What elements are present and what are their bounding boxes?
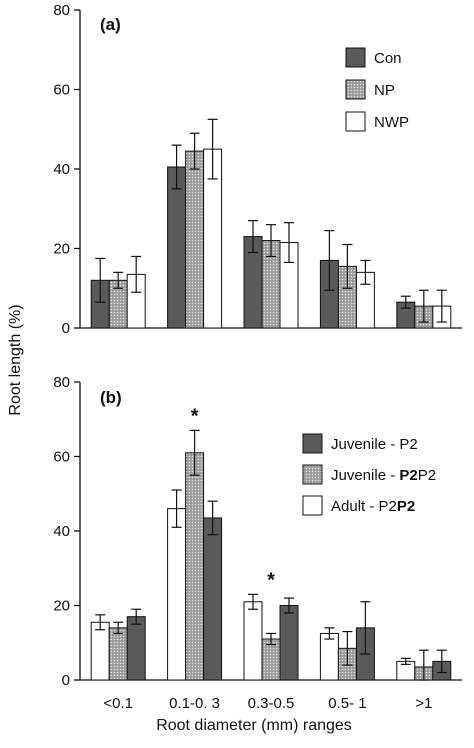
bar: [319, 632, 339, 681]
bar: [126, 616, 146, 681]
legend-swatch: [302, 433, 323, 454]
significance-marker: *: [267, 569, 275, 591]
bar: [185, 150, 205, 329]
x-tick-label: >1: [415, 695, 432, 712]
legend-swatch: [302, 495, 323, 516]
y-tick-label: 80: [53, 2, 70, 19]
significance-marker: *: [191, 405, 199, 427]
x-tick-label: 0.5- 1: [328, 695, 366, 712]
legend-entry: NWP: [374, 114, 409, 131]
bar: [279, 605, 299, 681]
bar: [167, 166, 187, 329]
y-tick-label: 20: [53, 598, 70, 615]
bar: [90, 621, 110, 681]
y-tick-label: 60: [53, 449, 70, 466]
bar: [185, 452, 205, 681]
y-tick-label: 60: [53, 82, 70, 99]
panel-label: (b): [100, 388, 122, 407]
bar: [167, 508, 187, 681]
y-tick-label: 0: [62, 320, 70, 337]
bar: [108, 627, 128, 681]
legend-entry: Juvenile - P2P2: [331, 467, 436, 484]
y-tick-label: 0: [62, 672, 70, 689]
legend-entry: NP: [374, 82, 395, 99]
panel-0: 0 20 40 60 80 (a) Con NP NWP: [53, 2, 462, 337]
bar: [203, 517, 223, 681]
legend-swatch: [345, 47, 366, 68]
y-tick-label: 80: [53, 374, 70, 391]
legend-entry: Juvenile - P2: [331, 436, 418, 453]
legend-swatch: [302, 464, 323, 485]
legend-entry: Adult - P2P2: [331, 498, 415, 515]
x-tick-label: <0.1: [103, 695, 133, 712]
panel-1: 0 20 40 60 80 (b) <0.1 0.1-0. 3 0.3-0.5 0.5- 1 >1 *…: [53, 374, 462, 712]
legend-swatch: [345, 111, 366, 132]
bar: [243, 601, 263, 681]
x-tick-label: 0.1-0. 3: [169, 695, 220, 712]
x-axis-label: Root diameter (mm) ranges: [156, 717, 352, 734]
panel-label: (a): [100, 15, 121, 34]
legend-entry: Con: [374, 50, 402, 67]
legend-swatch: [345, 79, 366, 100]
y-tick-label: 40: [53, 523, 70, 540]
y-tick-label: 40: [53, 161, 70, 178]
y-tick-label: 20: [53, 241, 70, 258]
x-tick-label: 0.3-0.5: [248, 695, 295, 712]
y-axis-label: Root length (%): [7, 304, 24, 415]
